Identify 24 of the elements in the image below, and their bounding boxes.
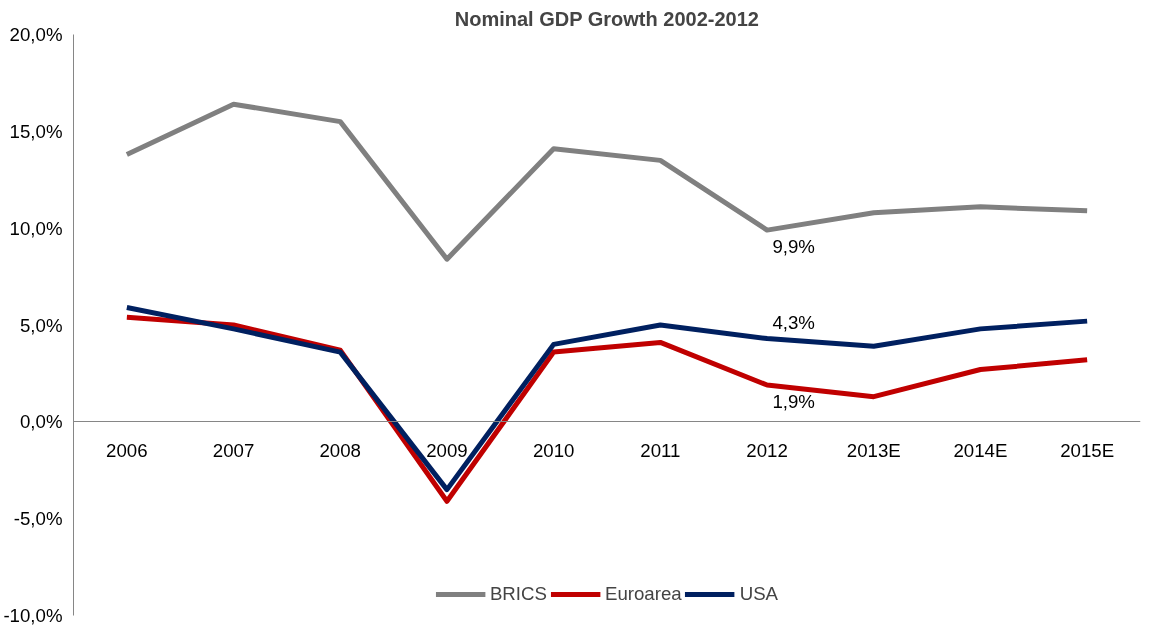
y-tick-label: -10,0% (3, 604, 63, 626)
legend-label: BRICS (489, 583, 547, 605)
x-tick-label: 2009 (426, 439, 468, 461)
x-tick-label: 2007 (212, 439, 255, 461)
x-tick-label: 2013E (846, 439, 901, 461)
data-label: 9,9% (772, 236, 815, 258)
x-tick-label: 2012 (746, 439, 788, 461)
y-tick-label: 5,0% (19, 314, 63, 336)
x-tick-label: 2015E (1060, 439, 1115, 461)
y-tick-label: 10,0% (9, 217, 63, 239)
x-tick-label: 2011 (640, 439, 681, 461)
y-tick-label: 0,0% (19, 411, 63, 433)
y-tick-label: 15,0% (9, 120, 63, 142)
data-label: 4,3% (772, 311, 815, 333)
legend-label: USA (739, 583, 779, 605)
y-tick-label: 20,0% (9, 24, 63, 45)
x-tick-label: 2010 (532, 439, 575, 461)
chart-title: Nominal GDP Growth 2002-2012 (454, 7, 759, 30)
y-tick-label: -5,0% (13, 508, 63, 530)
x-tick-label: 2006 (106, 439, 148, 461)
legend-label: Euroarea (604, 583, 682, 605)
data-label: 1,9% (772, 391, 815, 413)
x-tick-label: 2014E (953, 439, 1008, 461)
x-tick-label: 2008 (319, 439, 362, 461)
